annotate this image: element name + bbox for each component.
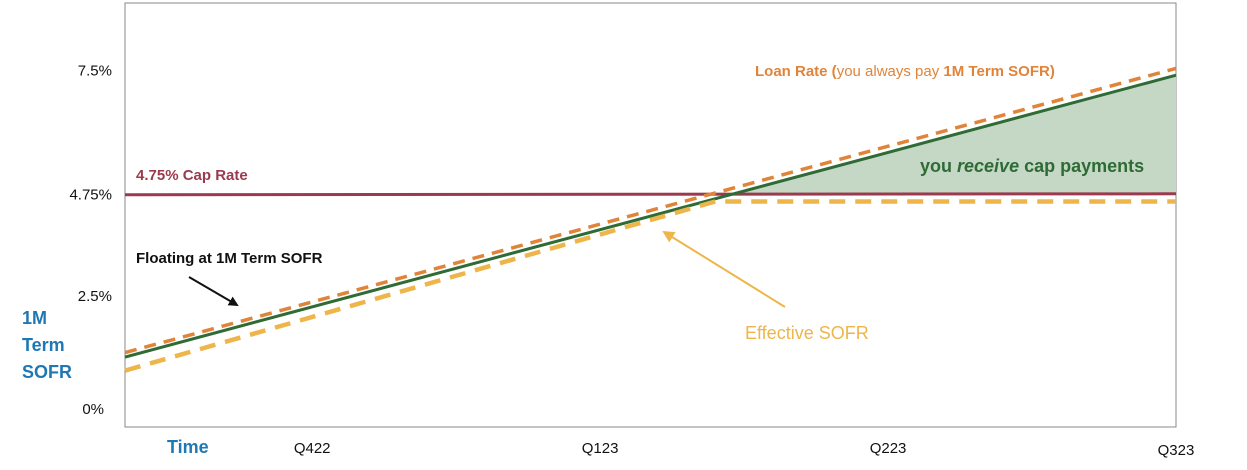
plot-frame xyxy=(124,2,1177,428)
floating-annotation: Floating at 1M Term SOFR xyxy=(136,250,323,267)
floating-line xyxy=(124,73,1177,359)
loan-rate-annotation: Loan Rate (you always pay 1M Term SOFR) xyxy=(755,63,1055,80)
y-tick-label: 7.5% xyxy=(78,63,112,80)
loan-line xyxy=(124,66,1177,355)
x-tick-label: Q223 xyxy=(870,440,907,457)
x-tick-label: Q422 xyxy=(294,440,331,457)
loan-rate-suffix: ) xyxy=(1050,63,1055,80)
receive-prefix: you xyxy=(920,156,957,176)
loan-rate-prefix: Loan Rate ( xyxy=(755,63,837,80)
receive-italic: receive xyxy=(957,156,1019,176)
y-tick-label: 4.75% xyxy=(69,187,112,204)
cap-rate-annotation: 4.75% Cap Rate xyxy=(136,167,248,184)
y-tick-label: 0% xyxy=(82,401,104,418)
cap-line xyxy=(124,192,1177,197)
receive-annotation: you receive cap payments xyxy=(920,156,1144,176)
x-tick-label: Q123 xyxy=(582,440,619,457)
effective-sofr-annotation: Effective SOFR xyxy=(745,323,869,343)
x-axis-label: Time xyxy=(167,437,209,457)
floating-arrow xyxy=(188,276,239,307)
y-axis-label-line: Term xyxy=(22,335,65,355)
effective-sofr-arrow xyxy=(662,230,786,308)
y-tick-label: 2.5% xyxy=(78,288,112,305)
receive-suffix: cap payments xyxy=(1019,156,1144,176)
loan-rate-mid: you always pay xyxy=(837,63,944,80)
x-tick-label: Q323 xyxy=(1158,442,1195,459)
effective-line xyxy=(124,199,1176,373)
loan-rate-bold: 1M Term SOFR xyxy=(943,63,1050,80)
y-axis-label-line: SOFR xyxy=(22,362,72,382)
y-axis-label-line: 1M xyxy=(22,308,47,328)
